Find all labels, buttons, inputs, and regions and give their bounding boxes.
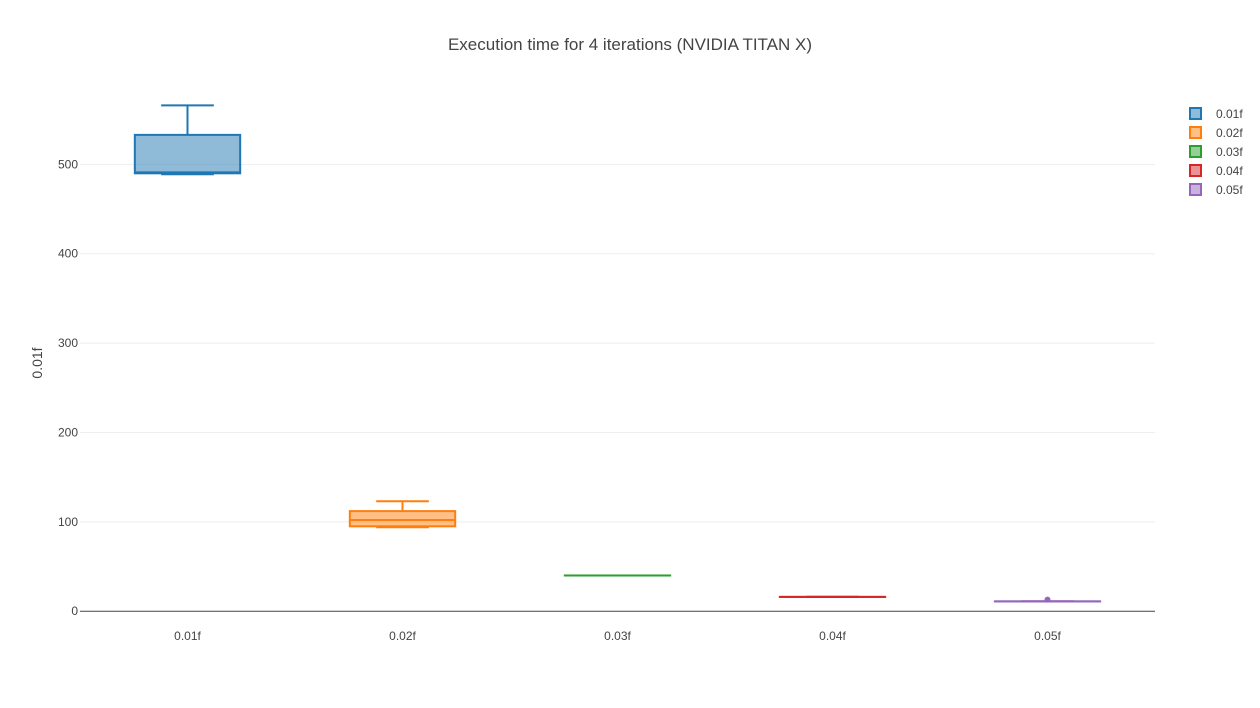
- x-tick-label: 0.03f: [604, 629, 631, 643]
- y-axis-title: 0.01f: [29, 347, 45, 378]
- x-tick-label: 0.05f: [1034, 629, 1061, 643]
- x-tick-label: 0.02f: [389, 629, 416, 643]
- legend-swatch: [1189, 126, 1202, 139]
- iqr-box: [133, 133, 242, 175]
- y-axis-ticks: 0 100 200 300 400 500: [58, 157, 78, 618]
- legend-swatch: [1189, 183, 1202, 196]
- box-0.02f: [348, 500, 457, 529]
- chart-title: Execution time for 4 iterations (NVIDIA …: [448, 35, 812, 54]
- legend-item-0.02f: 0.02f: [1189, 126, 1243, 140]
- y-tick-label: 100: [58, 515, 78, 529]
- x-tick-label: 0.01f: [174, 629, 201, 643]
- y-tick-label: 200: [58, 425, 78, 439]
- iqr-box: [348, 510, 457, 528]
- legend-label: 0.04f: [1216, 164, 1243, 178]
- legend-item-0.01f: 0.01f: [1189, 107, 1243, 121]
- legend: 0.01f 0.02f 0.03f 0.04f 0.05f: [1189, 107, 1243, 197]
- x-axis-ticks: 0.01f 0.02f 0.03f 0.04f 0.05f: [174, 629, 1061, 643]
- legend-item-0.05f: 0.05f: [1189, 183, 1243, 197]
- outlier-point: [1044, 596, 1051, 603]
- legend-swatch: [1189, 164, 1202, 177]
- y-tick-label: 500: [58, 157, 78, 171]
- legend-item-0.04f: 0.04f: [1189, 164, 1243, 178]
- legend-swatch: [1189, 145, 1202, 158]
- legend-label: 0.01f: [1216, 107, 1243, 121]
- legend-item-0.03f: 0.03f: [1189, 145, 1243, 159]
- legend-label: 0.03f: [1216, 145, 1243, 159]
- x-tick-label: 0.04f: [819, 629, 846, 643]
- y-tick-label: 300: [58, 336, 78, 350]
- legend-label: 0.02f: [1216, 126, 1243, 140]
- box-series: [133, 104, 1102, 603]
- box-0.01f: [133, 104, 242, 176]
- legend-label: 0.05f: [1216, 183, 1243, 197]
- y-tick-label: 0: [71, 604, 78, 618]
- box-0.05f: [993, 596, 1102, 603]
- legend-swatch: [1189, 107, 1202, 120]
- y-tick-label: 400: [58, 247, 78, 261]
- gridlines: [80, 163, 1155, 523]
